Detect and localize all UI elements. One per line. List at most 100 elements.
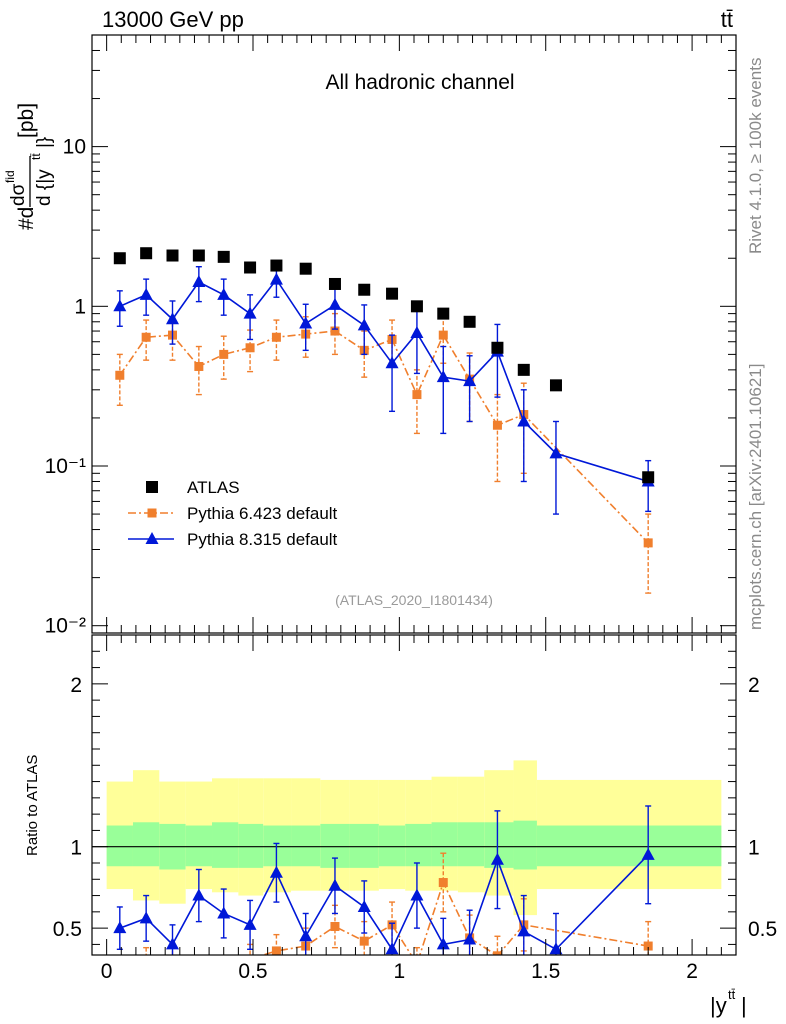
data-point bbox=[386, 287, 399, 300]
data-point bbox=[194, 361, 204, 371]
inner-band-bin bbox=[263, 825, 292, 867]
data-point bbox=[357, 318, 371, 331]
data-point bbox=[549, 379, 562, 392]
data-point bbox=[140, 247, 153, 260]
data-point bbox=[412, 390, 422, 400]
ratio-y-tick-label-right: 1 bbox=[748, 837, 760, 860]
main-data-series bbox=[113, 247, 655, 594]
inner-band-bin bbox=[212, 822, 239, 868]
data-point bbox=[192, 274, 206, 287]
data-point bbox=[271, 332, 281, 342]
data-point bbox=[357, 899, 371, 912]
data-point bbox=[491, 341, 504, 354]
data-point bbox=[115, 975, 124, 984]
mcplots-source-label: mcplots.cern.ch [arXiv:2401.10621] bbox=[746, 363, 765, 630]
y-tick-label: 10 bbox=[63, 136, 86, 159]
y-tick-label: 1 bbox=[74, 295, 86, 318]
data-point bbox=[385, 942, 399, 955]
data-point bbox=[549, 446, 563, 459]
x-tick-label: 2 bbox=[686, 960, 698, 983]
series-line bbox=[119, 278, 649, 483]
x-axis-label: |y tt̄ | bbox=[710, 987, 747, 1018]
data-point bbox=[463, 315, 476, 328]
y-tick-label: 10⁻¹ bbox=[45, 455, 86, 478]
data-point bbox=[641, 847, 655, 860]
xlabel-end: | bbox=[741, 993, 747, 1018]
data-point bbox=[166, 937, 179, 950]
inner-band-bin bbox=[238, 823, 264, 868]
data-point bbox=[139, 911, 153, 924]
inner-band-bin bbox=[349, 823, 379, 868]
data-point bbox=[410, 888, 424, 901]
data-point bbox=[139, 287, 153, 300]
inner-band-bin bbox=[106, 825, 133, 867]
data-point bbox=[113, 921, 127, 934]
data-point bbox=[243, 306, 257, 319]
data-point bbox=[192, 888, 206, 901]
data-point bbox=[192, 249, 205, 262]
xlabel-base: |y bbox=[710, 993, 727, 1018]
data-point bbox=[244, 261, 257, 274]
data-point bbox=[271, 946, 281, 955]
data-point bbox=[436, 937, 450, 950]
ylabel-num-sup: fid bbox=[3, 170, 17, 183]
data-point bbox=[463, 374, 477, 387]
legend-marker bbox=[145, 532, 159, 544]
ylabel-prefix: #d bbox=[15, 207, 38, 230]
data-point bbox=[328, 878, 342, 891]
data-point bbox=[436, 370, 450, 383]
process-label: tt̄ bbox=[721, 7, 733, 32]
data-point bbox=[245, 343, 255, 353]
data-point bbox=[517, 414, 531, 427]
main-axis-ticks: 10⁻² 10⁻¹ 1 10 bbox=[45, 34, 736, 638]
data-point bbox=[299, 262, 312, 275]
ratio-axis-ticks: 0.5 0.5 1 1 2 2 0 0.5 1 1.5 2 bbox=[53, 635, 777, 983]
data-point bbox=[328, 297, 342, 310]
data-point bbox=[438, 878, 448, 888]
inner-band-bin bbox=[405, 823, 432, 867]
ratio-y-tick-label-right: 2 bbox=[748, 674, 760, 697]
data-point bbox=[438, 330, 448, 340]
x-tick-label: 0 bbox=[101, 960, 113, 983]
x-tick-label: 1 bbox=[394, 960, 406, 983]
ylabel-den: d {|y bbox=[34, 169, 55, 206]
data-point bbox=[269, 865, 283, 878]
x-tick-label: 0.5 bbox=[238, 960, 267, 983]
data-point bbox=[410, 326, 424, 339]
data-point bbox=[642, 471, 655, 484]
data-point bbox=[219, 964, 228, 973]
inner-band-bin bbox=[185, 825, 213, 867]
legend-marker bbox=[147, 508, 157, 518]
data-point bbox=[549, 942, 563, 955]
xlabel-sup: tt̄ bbox=[728, 987, 736, 1002]
legend-label: Pythia 6.423 default bbox=[187, 504, 338, 523]
data-point bbox=[270, 259, 283, 272]
data-point bbox=[358, 283, 371, 296]
data-point bbox=[115, 370, 125, 380]
data-point bbox=[141, 332, 151, 342]
data-point bbox=[490, 852, 504, 865]
data-point bbox=[299, 929, 313, 942]
data-point bbox=[330, 326, 340, 336]
data-point bbox=[113, 252, 126, 265]
inner-band-bin bbox=[132, 822, 160, 867]
legend: ATLAS Pythia 6.423 default Pythia 8.315 de… bbox=[128, 478, 338, 549]
inner-band-bin bbox=[378, 825, 406, 867]
legend-label: Pythia 8.315 default bbox=[187, 530, 338, 549]
inner-band-bin bbox=[291, 825, 321, 867]
main-y-axis-label: #d dσ fid d {|y tt̄ |} [pb] bbox=[3, 103, 55, 230]
ratio-y-tick-label: 0.5 bbox=[53, 918, 82, 941]
data-point bbox=[385, 356, 399, 369]
ylabel-unit: [pb] bbox=[15, 103, 38, 138]
data-point bbox=[437, 307, 450, 320]
data-point bbox=[330, 922, 340, 932]
ylabel-num: dσ bbox=[8, 183, 29, 206]
ylabel-den-sup: tt̄ bbox=[29, 153, 43, 160]
inner-band-bin bbox=[536, 825, 575, 867]
data-point bbox=[299, 316, 313, 329]
analysis-tag: (ATLAS_2020_I1801434) bbox=[335, 592, 493, 608]
rivet-version-label: Rivet 4.1.0, ≥ 100k events bbox=[746, 57, 765, 254]
series-line bbox=[119, 330, 649, 544]
data-point bbox=[492, 420, 502, 430]
